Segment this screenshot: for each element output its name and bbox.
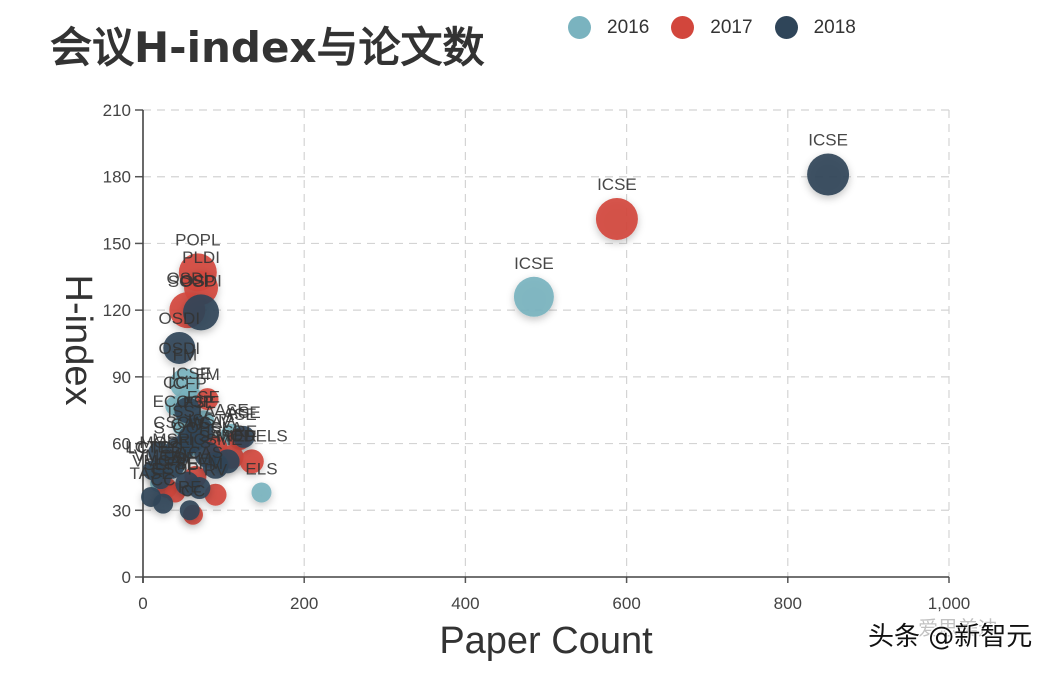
point-label: MSR: [152, 430, 190, 449]
grid-lines: [143, 109, 950, 577]
point-label: ESEM: [163, 449, 211, 468]
data-point-2017[interactable]: MODELS (2017): [239, 449, 264, 474]
legend-label: 2018: [813, 16, 856, 38]
data-point-2017[interactable]: ICSE (2017): [595, 197, 638, 240]
point-label: ELS: [245, 459, 277, 478]
point-label: ICSME: [189, 430, 243, 449]
y-tick-label: 120: [103, 301, 131, 320]
legend-dot-icon: [774, 16, 798, 39]
point-label: CC: [151, 471, 176, 490]
y-tick-label: 0: [122, 568, 131, 587]
data-point-2017[interactable]: FM (2017): [196, 388, 219, 411]
point-label: ASE: [223, 405, 257, 424]
data-point-2018[interactable]: OSDI (2018): [163, 331, 196, 364]
data-point-2018[interactable]: RE (2018): [179, 500, 200, 521]
point-label: TASE: [129, 464, 172, 483]
data-point-2018[interactable]: SEFM (2018): [188, 477, 211, 500]
point-label: ASE: [227, 403, 261, 422]
x-tick-label: 0: [138, 594, 147, 613]
point-label: ICFP: [168, 374, 207, 393]
x-tick-label: 800: [774, 594, 802, 613]
data-point-2018[interactable]: ICFP (2018): [174, 397, 201, 424]
y-axis-label: H-index: [57, 275, 99, 406]
legend-dot-icon: [568, 16, 591, 39]
x-tick-label: 200: [290, 594, 318, 613]
chart-title: 会议H-index与论文数: [50, 23, 485, 72]
point-label: PLDI: [182, 248, 220, 267]
watermark-faint: 爱思美迪: [918, 616, 998, 640]
data-point-2016[interactable]: ELS (2016): [251, 482, 272, 503]
legend: 2016 2017 2018: [568, 16, 878, 39]
point-label: VMCAI: [134, 446, 188, 465]
point-label: RE: [178, 477, 202, 496]
axes: 0 200 400 600 800 1,000 0 30 60 90 120 150 180 210: [103, 101, 971, 613]
point-label: ISSRE: [206, 422, 257, 441]
y-tick-label: 210: [103, 101, 131, 120]
point-label: SANER: [198, 426, 257, 445]
point-label: TACAS: [168, 443, 223, 462]
x-tick-label: 600: [612, 594, 640, 613]
point-label: FM: [195, 365, 220, 384]
legend-item-2018[interactable]: 2018: [774, 16, 856, 39]
point-label: OOPSLA: [173, 419, 244, 438]
point-label: SOSP: [168, 272, 215, 291]
y-tick-label: 150: [103, 234, 131, 253]
y-tick-label: 180: [103, 168, 131, 187]
point-label: ICSE: [597, 175, 637, 194]
data-point-2018[interactable]: CC (2018): [153, 493, 174, 514]
point-label: OSDI: [158, 339, 200, 358]
point-label: CAV: [199, 413, 233, 432]
point-label: ESOP: [152, 459, 199, 478]
point-label: RV: [204, 461, 228, 480]
point-labels: ICSEFMOSDIICSEELSCCECOOPFSEASEISSTACAVMO…: [125, 130, 848, 500]
point-label: ASE: [215, 401, 249, 420]
legend-item-2017[interactable]: 2017: [671, 16, 753, 39]
point-label: CSCW: [153, 413, 205, 432]
data-point-2016[interactable]: ICSE (2016): [513, 276, 554, 317]
point-label: CAV: [170, 415, 204, 434]
point-label: OSDI: [180, 271, 222, 290]
point-label: FSE: [187, 387, 220, 406]
point-label: SEFM: [176, 454, 223, 473]
point-label: OSDI: [167, 269, 209, 288]
point-label: CC: [163, 373, 188, 392]
data-points: ICSE (2016)FM (2016)ICSE (2016)ELS (2016…: [141, 153, 850, 525]
x-tick-label: 400: [451, 594, 479, 613]
data-point-2018[interactable]: ASE (2018): [232, 425, 255, 448]
point-label: POPL: [175, 230, 220, 249]
point-label: ISSTA: [167, 402, 216, 421]
data-point-2018[interactable]: SANER (2018): [215, 449, 240, 474]
point-label: LCTES: [125, 437, 180, 456]
point-label: MODELS: [216, 426, 288, 445]
x-tick-label: 1,000: [928, 594, 971, 613]
watermark: 头条 @新智元: [868, 622, 1033, 652]
legend-item-2016[interactable]: 2016: [568, 16, 649, 39]
point-label: FSE: [183, 393, 216, 412]
y-tick-label: 90: [112, 368, 131, 387]
point-label: FM: [173, 346, 198, 365]
point-label: SEFM: [144, 455, 191, 474]
data-point-2018[interactable]: ICSE (2018): [807, 153, 850, 196]
legend-label: 2017: [710, 16, 753, 38]
y-tick-label: 30: [112, 501, 131, 520]
point-label: ECOOP: [153, 392, 214, 411]
point-label: LCTES: [128, 438, 183, 457]
point-label: OSDI: [158, 309, 200, 328]
data-point-2018[interactable]: VMCAI (2018): [150, 469, 171, 490]
point-label: ISSTA: [188, 411, 237, 430]
point-label: ICSE: [172, 364, 212, 383]
data-point-2018[interactable]: OSDI (2018): [183, 294, 220, 331]
point-label: S: [153, 418, 164, 437]
legend-label: 2016: [607, 16, 650, 38]
point-label: VMCAI: [132, 452, 186, 471]
point-label: ICSE: [808, 130, 848, 149]
point-label: CC: [181, 482, 206, 501]
legend-dot-icon: [671, 16, 695, 39]
point-label: ICSE: [514, 254, 554, 273]
y-tick-label: 60: [112, 435, 131, 454]
point-label: MODELS: [139, 433, 211, 452]
x-axis-label: Paper Count: [439, 620, 653, 662]
